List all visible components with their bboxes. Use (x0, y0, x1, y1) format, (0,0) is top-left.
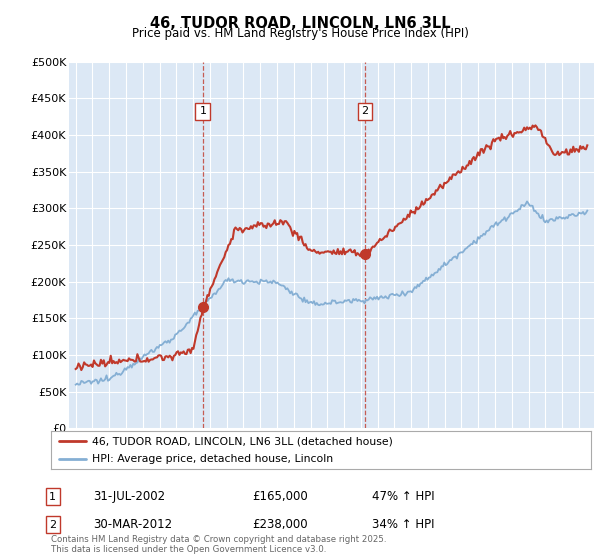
Text: 2: 2 (361, 106, 368, 116)
Text: 1: 1 (199, 106, 206, 116)
Text: 46, TUDOR ROAD, LINCOLN, LN6 3LL: 46, TUDOR ROAD, LINCOLN, LN6 3LL (149, 16, 451, 31)
Text: 2: 2 (49, 520, 56, 530)
Text: 31-JUL-2002: 31-JUL-2002 (93, 490, 165, 503)
Text: Price paid vs. HM Land Registry's House Price Index (HPI): Price paid vs. HM Land Registry's House … (131, 27, 469, 40)
Text: 1: 1 (49, 492, 56, 502)
Text: Contains HM Land Registry data © Crown copyright and database right 2025.
This d: Contains HM Land Registry data © Crown c… (51, 535, 386, 554)
Text: 46, TUDOR ROAD, LINCOLN, LN6 3LL (detached house): 46, TUDOR ROAD, LINCOLN, LN6 3LL (detach… (91, 436, 392, 446)
Text: 30-MAR-2012: 30-MAR-2012 (93, 518, 172, 531)
Text: £238,000: £238,000 (252, 518, 308, 531)
Text: 47% ↑ HPI: 47% ↑ HPI (372, 490, 434, 503)
Text: 34% ↑ HPI: 34% ↑ HPI (372, 518, 434, 531)
Text: HPI: Average price, detached house, Lincoln: HPI: Average price, detached house, Linc… (91, 454, 332, 464)
Text: £165,000: £165,000 (252, 490, 308, 503)
